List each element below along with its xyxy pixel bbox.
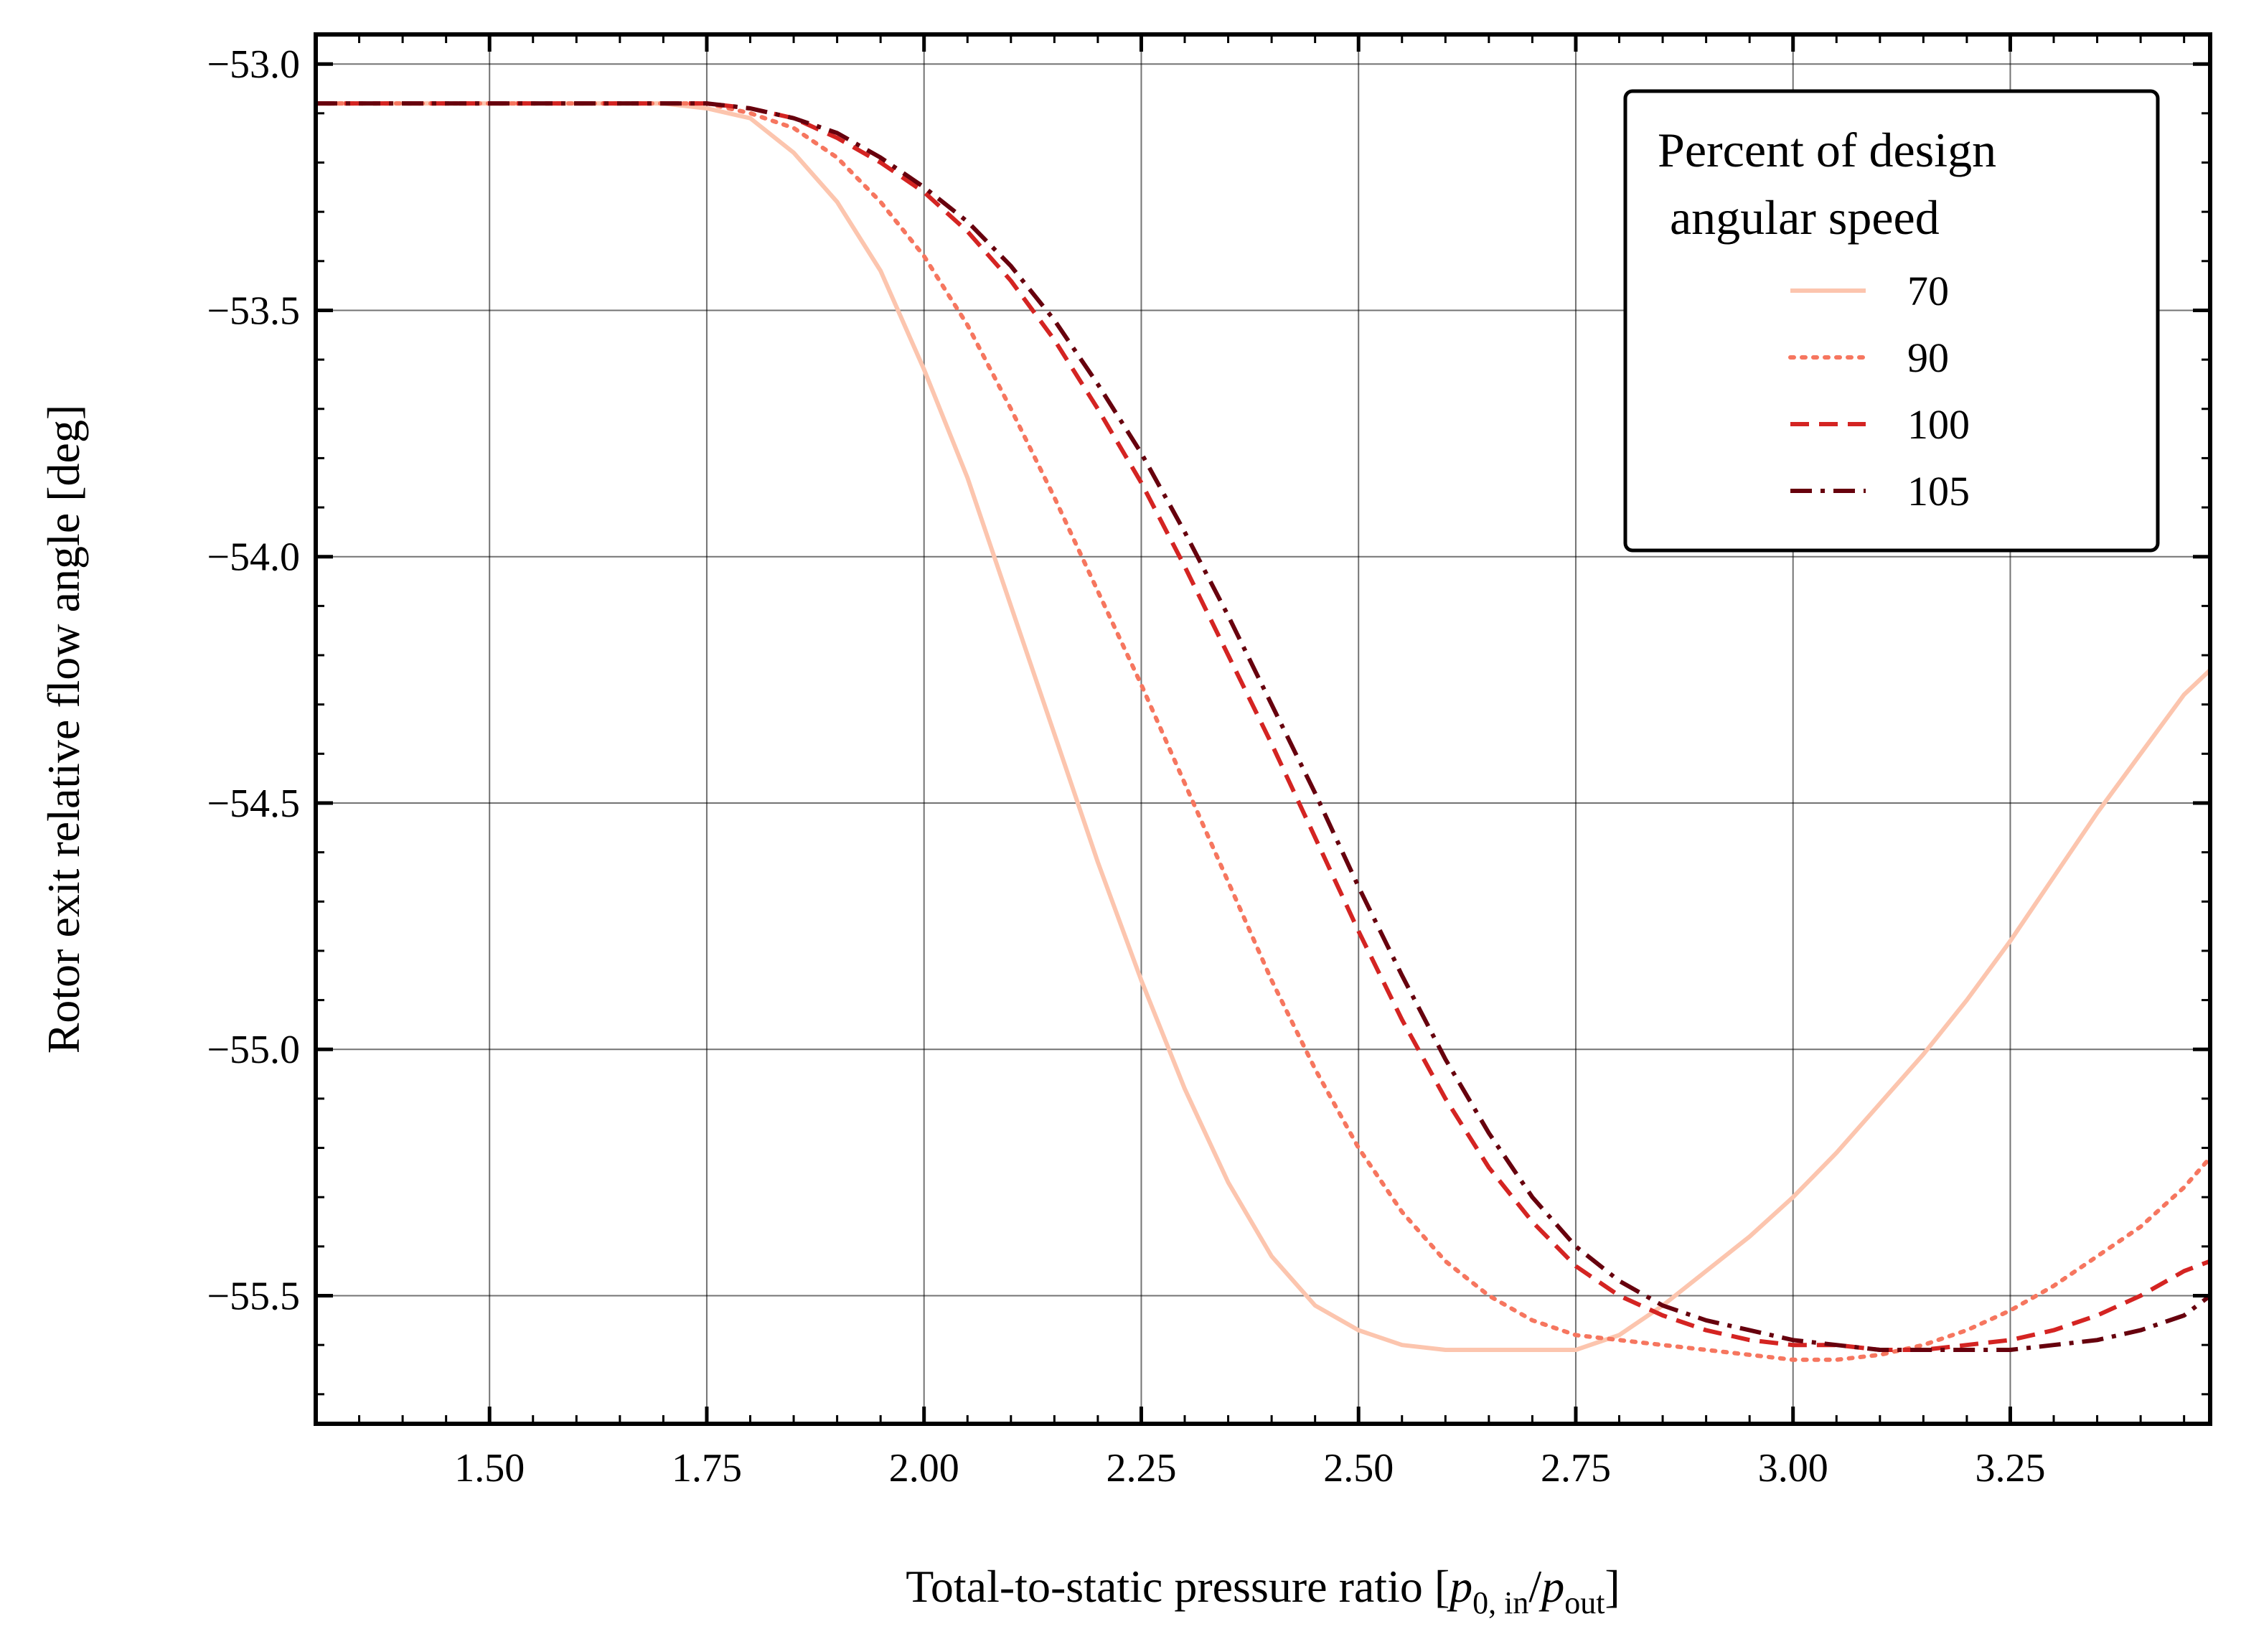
grid bbox=[316, 34, 2210, 1424]
x-tick-label: 2.50 bbox=[1323, 1446, 1394, 1491]
y-tick-label: −54.0 bbox=[207, 535, 300, 580]
y-axis-label: Rotor exit relative flow angle [deg] bbox=[38, 405, 89, 1054]
x-tick-label: 2.25 bbox=[1106, 1446, 1176, 1491]
legend-title-line-2: angular speed bbox=[1658, 190, 1940, 245]
x-tick-label: 2.75 bbox=[1541, 1446, 1611, 1491]
legend: Percent of design angular speed 70 90 100 1… bbox=[1623, 89, 2160, 553]
series-line-100 bbox=[316, 101, 2210, 1352]
tick-labels: 1.50 1.75 2.00 2.25 2.50 2.75 3.00 3.25 −53.0 −53… bbox=[207, 42, 2045, 1491]
x-tick-label: 3.25 bbox=[1975, 1446, 2045, 1491]
plot-series bbox=[316, 101, 2210, 1362]
series-line-105 bbox=[316, 101, 2210, 1352]
legend-label-100: 100 bbox=[1907, 401, 1970, 448]
x-tick-label: 3.00 bbox=[1758, 1446, 1828, 1491]
y-tick-label: −53.5 bbox=[207, 288, 300, 333]
x-tick-label: 2.00 bbox=[889, 1446, 959, 1491]
y-tick-label: −54.5 bbox=[207, 782, 300, 826]
series-line-70 bbox=[316, 101, 2210, 1352]
x-axis-label: Total-to-static pressure ratio [p0, in/p… bbox=[906, 1561, 1620, 1620]
plot-frame bbox=[314, 32, 2212, 1426]
legend-label-105: 105 bbox=[1907, 468, 1970, 515]
y-tick-label: −55.5 bbox=[207, 1275, 300, 1319]
legend-entries: 70 90 100 105 bbox=[1788, 268, 1970, 515]
legend-label-90: 90 bbox=[1907, 334, 1949, 381]
legend-box bbox=[1623, 89, 2160, 553]
series-line-90 bbox=[316, 101, 2210, 1362]
y-tick-label: −55.0 bbox=[207, 1028, 300, 1072]
legend-title-line-1: Percent of design bbox=[1658, 123, 1996, 177]
x-tick-label: 1.50 bbox=[454, 1446, 525, 1491]
y-tick-label: −53.0 bbox=[207, 42, 300, 87]
x-tick-label: 1.75 bbox=[672, 1446, 742, 1491]
legend-label-70: 70 bbox=[1907, 268, 1949, 314]
